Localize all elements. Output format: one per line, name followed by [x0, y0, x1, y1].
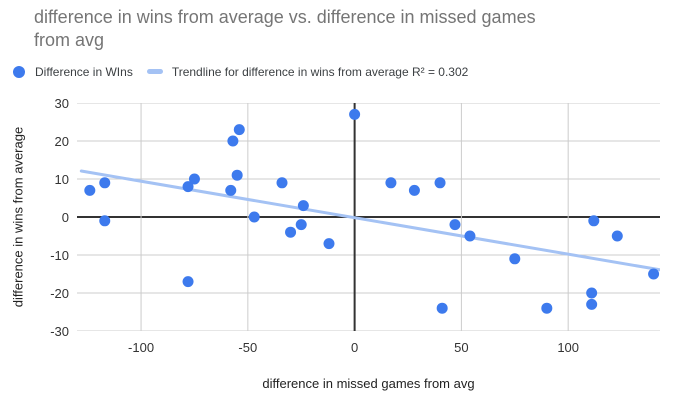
data-point — [276, 177, 288, 189]
data-point — [464, 230, 476, 242]
data-point — [188, 173, 200, 185]
data-point — [541, 302, 553, 314]
x-tick-label: -100 — [128, 340, 155, 355]
data-point — [611, 230, 623, 242]
data-point — [182, 276, 194, 288]
data-point — [295, 219, 307, 231]
series-legend-label: Difference in WIns — [35, 64, 133, 79]
data-point — [434, 177, 446, 189]
data-point — [297, 200, 309, 212]
data-point — [231, 169, 243, 181]
data-point — [84, 184, 96, 196]
data-point — [233, 124, 245, 136]
data-point — [648, 268, 660, 280]
data-point — [509, 253, 521, 265]
x-tick-label: 50 — [454, 340, 469, 355]
data-point — [588, 215, 600, 227]
data-point — [182, 181, 194, 193]
data-point — [285, 226, 297, 238]
data-point — [586, 287, 598, 299]
data-point — [227, 135, 239, 147]
trendline-legend-label: Trendline for difference in wins from av… — [171, 64, 469, 79]
data-point — [385, 177, 397, 189]
y-tick-label: -30 — [50, 323, 69, 339]
legend: Difference in WIns Trendline for differe… — [13, 64, 468, 79]
chart-title-line1: difference in wins from average vs. diff… — [34, 7, 536, 27]
data-point — [436, 302, 448, 314]
legend-item-series: Difference in WIns — [13, 65, 133, 79]
data-point — [99, 177, 111, 189]
trendline-dash-icon — [146, 69, 163, 74]
x-tick-label: 0 — [350, 340, 359, 355]
y-axis-title: difference in wins from average — [10, 126, 26, 308]
data-point — [323, 238, 335, 250]
chart-title: difference in wins from average vs. diff… — [34, 6, 674, 52]
data-point — [449, 219, 461, 231]
y-tick-label: 30 — [54, 95, 69, 111]
data-point — [408, 184, 420, 196]
series-dot-icon — [13, 65, 25, 78]
data-point — [586, 298, 598, 310]
x-tick-label: -50 — [238, 340, 258, 355]
plot-area — [77, 103, 660, 331]
x-axis-title: difference in missed games from avg — [262, 376, 475, 391]
legend-item-trendline: Trendline for difference in wins from av… — [146, 64, 469, 79]
chart-title-line2: from avg — [34, 30, 105, 50]
x-tick-label: 100 — [557, 340, 580, 355]
trendline — [79, 169, 660, 272]
data-point — [248, 211, 260, 223]
data-point — [225, 184, 237, 196]
data-point — [99, 215, 111, 227]
data-point — [349, 108, 361, 120]
